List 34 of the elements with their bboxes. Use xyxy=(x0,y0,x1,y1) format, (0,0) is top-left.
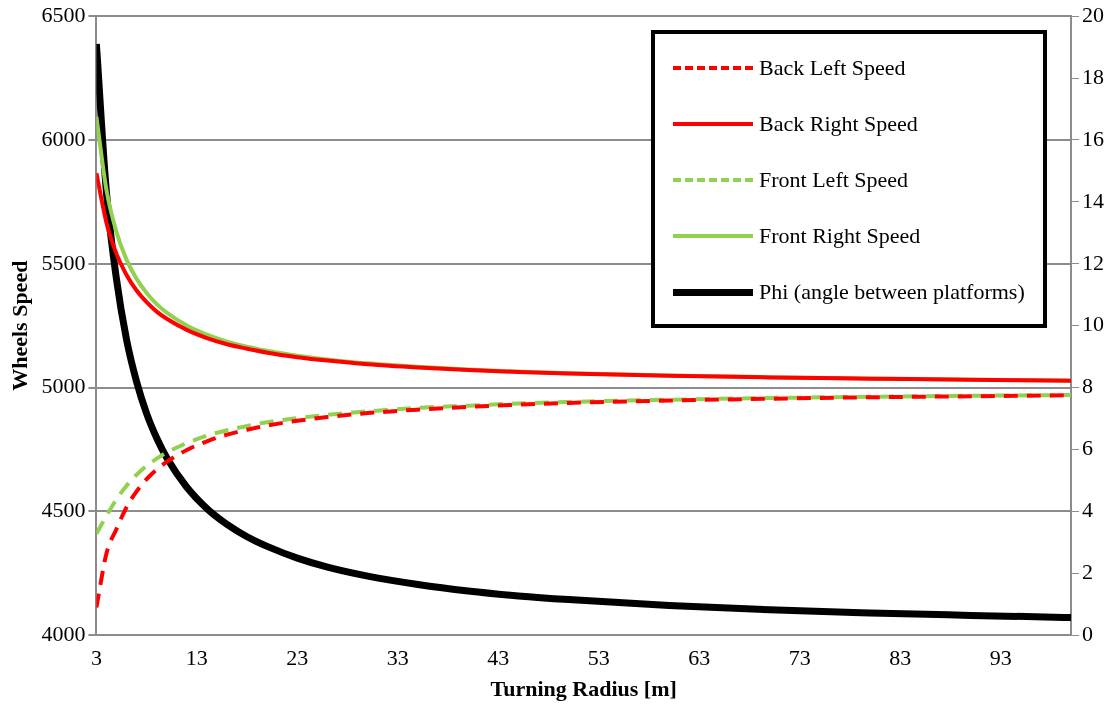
y2-tick-label: 10 xyxy=(1082,311,1104,337)
y-tick-label: 6500 xyxy=(41,1,86,27)
x-tick-label: 43 xyxy=(487,645,510,671)
y2-tick-label: 14 xyxy=(1082,187,1104,213)
x-tick-label: 53 xyxy=(587,645,610,671)
legend-label: Front Left Speed xyxy=(759,167,909,194)
legend-label: Back Right Speed xyxy=(759,111,918,138)
x-tick-label: 83 xyxy=(889,645,912,671)
y2-tick-label: 8 xyxy=(1082,373,1093,399)
y2-tick-label: 6 xyxy=(1082,435,1093,461)
x-tick-label: 63 xyxy=(688,645,711,671)
y2-tick-label: 4 xyxy=(1082,497,1093,523)
y-tick-label: 5500 xyxy=(41,249,86,275)
x-tick-label: 13 xyxy=(185,645,208,671)
y-tick-label: 4000 xyxy=(41,620,86,646)
y2-tick-label: 18 xyxy=(1082,63,1104,89)
legend-label: Back Left Speed xyxy=(759,55,906,82)
x-tick-label: 33 xyxy=(386,645,409,671)
y2-tick-label: 12 xyxy=(1082,249,1104,275)
y-tick-label: 4500 xyxy=(41,497,86,523)
y2-tick-label: 2 xyxy=(1082,559,1093,585)
x-tick-label: 23 xyxy=(286,645,309,671)
y2-tick-label: 20 xyxy=(1082,1,1104,27)
y2-tick-label: 16 xyxy=(1082,125,1104,151)
y2-tick-label: 0 xyxy=(1082,620,1093,646)
x-axis-title: Turning Radius [m] xyxy=(490,676,677,702)
y-tick-label: 5000 xyxy=(41,373,86,399)
x-tick-label: 93 xyxy=(989,645,1012,671)
legend-label: Phi (angle between platforms) xyxy=(759,279,1025,306)
x-tick-label: 73 xyxy=(788,645,811,671)
y-axis-title: Wheels Speed xyxy=(6,260,32,391)
y-tick-label: 6000 xyxy=(41,125,86,151)
legend-label: Front Right Speed xyxy=(759,223,921,250)
x-tick-label: 3 xyxy=(90,645,102,671)
